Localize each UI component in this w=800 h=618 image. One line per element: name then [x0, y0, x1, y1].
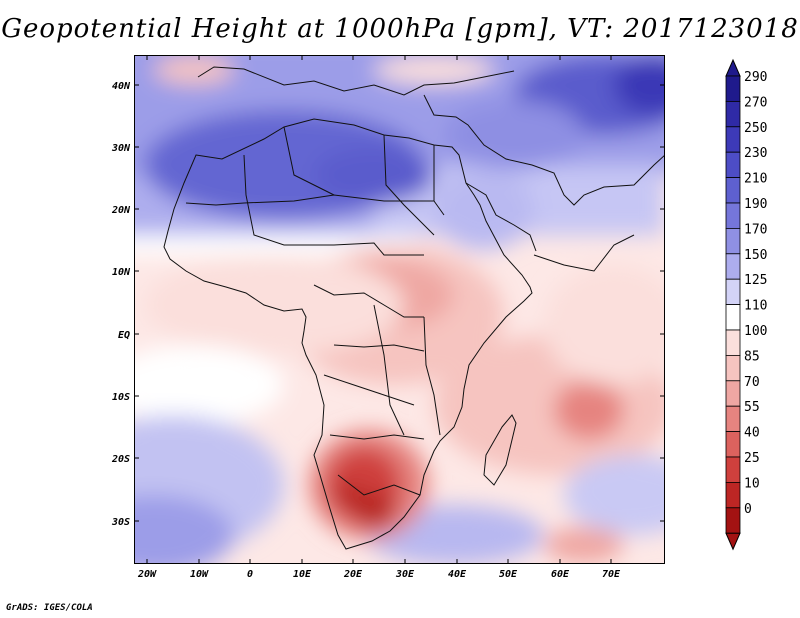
- colorbar-swatch: [725, 202, 741, 229]
- lat-tick-label: 40N: [112, 81, 131, 92]
- colorbar-label: 210: [744, 172, 767, 187]
- footer-credit: GrADS: IGES/COLA: [6, 603, 93, 613]
- colorbar-swatch: [725, 329, 741, 356]
- lon-tick-label: 10E: [293, 569, 312, 580]
- colorbar-arrow-top: [725, 58, 741, 77]
- colorbar-label: 55: [744, 400, 760, 415]
- colorbar-swatch: [725, 177, 741, 204]
- colorbar-label: 270: [744, 95, 767, 110]
- colorbar-swatch: [725, 151, 741, 178]
- colorbar-label: 10: [744, 476, 760, 491]
- geopotential-map: [134, 55, 665, 564]
- height-field: [134, 55, 665, 564]
- lat-tick-label: 20N: [111, 205, 131, 216]
- colorbar-swatch: [725, 75, 741, 102]
- colorbar-arrow-bottom: [725, 532, 741, 551]
- colorbar-swatch: [725, 481, 741, 509]
- colorbar-label: 25: [744, 451, 760, 466]
- colorbar-swatch: [725, 253, 741, 280]
- colorbar-swatch: [725, 431, 741, 458]
- colorbar-swatch: [725, 278, 741, 305]
- colorbar-swatch: [725, 227, 741, 255]
- lon-tick-label: 0: [247, 569, 253, 580]
- lat-tick-label: 30N: [111, 143, 131, 154]
- colorbar-swatch: [725, 126, 741, 153]
- lon-tick-label: 20W: [137, 569, 157, 580]
- lat-tick-label: EQ: [118, 330, 130, 341]
- colorbar-label: 190: [744, 197, 767, 212]
- colorbar-swatch: [725, 456, 741, 483]
- lon-tick-label: 50E: [499, 569, 518, 580]
- colorbar-label: 100: [744, 324, 767, 339]
- colorbar-swatch: [725, 354, 741, 382]
- colorbar-swatch: [725, 304, 741, 331]
- lon-tick-label: 40E: [448, 569, 467, 580]
- lat-tick-label: 30S: [111, 517, 130, 528]
- coastlines: [163, 66, 665, 550]
- colorbar: 2902702502302101901701501251101008570554…: [725, 58, 767, 551]
- colorbar-label: 0: [744, 502, 752, 517]
- lon-tick-label: 20E: [343, 569, 363, 580]
- colorbar-swatch: [725, 101, 741, 128]
- chart-title: Geopotential Height at 1000hPa [gpm], VT…: [1, 14, 799, 44]
- colorbar-label: 85: [744, 349, 760, 364]
- map-panel: [134, 55, 665, 564]
- colorbar-swatch: [725, 380, 741, 407]
- lat-tick-label: 10N: [112, 267, 131, 278]
- lat-tick-label: 20S: [111, 454, 130, 465]
- colorbar-label: 40: [744, 426, 760, 441]
- colorbar-label: 70: [744, 375, 760, 390]
- colorbar-label: 110: [744, 299, 767, 314]
- colorbar-label: 250: [744, 121, 767, 136]
- colorbar-swatch: [725, 405, 741, 433]
- colorbar-label: 150: [744, 248, 767, 263]
- lon-tick-label: 30E: [395, 569, 415, 580]
- lon-tick-label: 70E: [602, 569, 621, 580]
- lon-tick-label: 10W: [190, 569, 209, 580]
- colorbar-label: 125: [744, 273, 767, 288]
- colorbar-label: 230: [744, 146, 767, 161]
- lat-tick-label: 10S: [112, 392, 130, 403]
- lon-tick-label: 60E: [551, 569, 570, 580]
- colorbar-label: 290: [744, 70, 767, 85]
- colorbar-swatch: [725, 507, 741, 534]
- colorbar-label: 170: [744, 222, 767, 237]
